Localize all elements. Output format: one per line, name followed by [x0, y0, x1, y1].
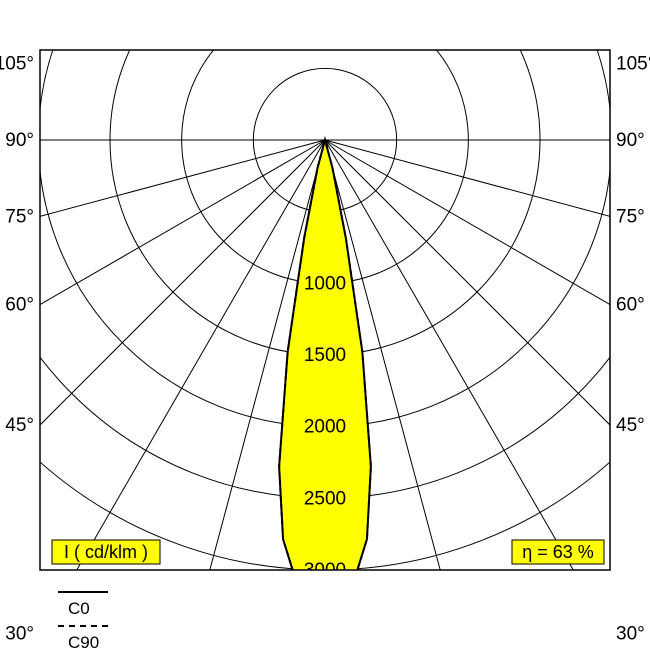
angle-label-left: 75° — [5, 206, 34, 227]
ring-label: 2000 — [304, 417, 346, 438]
ring-label: 1500 — [304, 345, 346, 366]
angle-label-right: 45° — [616, 415, 645, 436]
angle-label-right: 75° — [616, 206, 645, 227]
angle-label-left: 30° — [5, 624, 34, 645]
angle-label-right: 60° — [616, 295, 645, 316]
photometric-polar-diagram: 1000150020002500300030°30°45°45°60°60°75… — [0, 0, 650, 650]
eta-box-text: η = 63 % — [522, 542, 594, 562]
legend-row: C0 C90 — [58, 585, 118, 653]
angle-label-right: 90° — [616, 130, 645, 151]
unit-box-text: I ( cd/klm ) — [64, 542, 148, 562]
angle-label-left: 45° — [5, 415, 34, 436]
ring-label: 1000 — [304, 273, 346, 294]
angle-label-left: 60° — [5, 295, 34, 316]
legend-solid-swatch — [58, 585, 108, 599]
legend-dashed-swatch — [58, 619, 108, 633]
angle-label-left: 90° — [5, 130, 34, 151]
angle-label-right: 105° — [616, 54, 650, 75]
angle-label-left: 105° — [0, 54, 34, 75]
legend-c90-label: C90 — [68, 633, 99, 652]
angle-label-right: 30° — [616, 624, 645, 645]
legend-c0-label: C0 — [68, 599, 90, 618]
ring-label: 2500 — [304, 488, 346, 509]
